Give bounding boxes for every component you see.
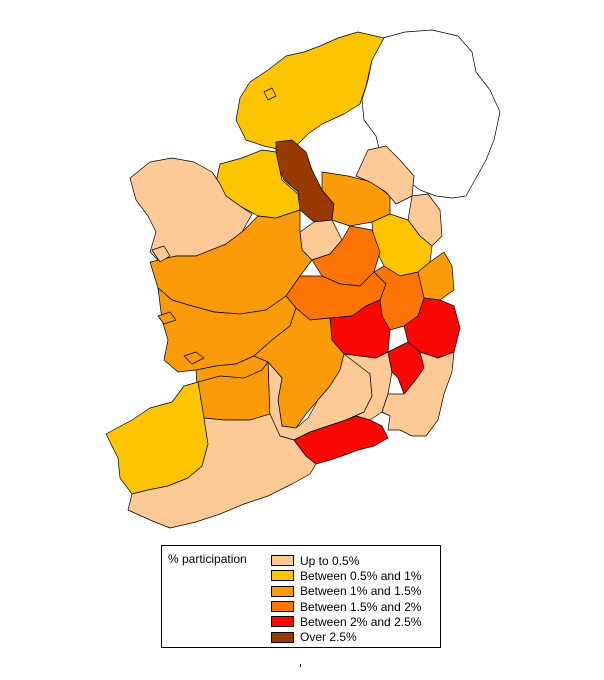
region-monaghan: [355, 145, 415, 205]
region-wexford: [381, 351, 455, 437]
legend-item: Between 1% and 1.5%: [271, 584, 421, 599]
region-aran-islands: [183, 351, 205, 365]
legend-title: % participation: [168, 552, 247, 566]
legend-label: Between 1% and 1.5%: [300, 584, 422, 599]
region-donegal: [235, 31, 385, 151]
legend-swatch: [271, 570, 294, 582]
legend-label: Up to 0.5%: [300, 553, 360, 568]
region-clare-island: [157, 311, 177, 325]
legend-item: Between 2% and 2.5%: [271, 614, 421, 629]
legend-items: Up to 0.5% Between 0.5% and 1% Between 1…: [271, 553, 421, 645]
region-waterford: [293, 415, 389, 465]
legend-item: Over 2.5%: [271, 629, 421, 644]
bottom-tick-mark: [300, 664, 301, 667]
legend-item: Between 1.5% and 2%: [271, 599, 421, 614]
region-tory-island: [263, 87, 277, 101]
legend-label: Between 1.5% and 2%: [300, 599, 422, 614]
legend-swatch: [271, 601, 294, 613]
legend-swatch: [271, 555, 294, 567]
region-cork: [127, 413, 317, 529]
ireland-map: [105, 29, 501, 529]
legend-label: Between 2% and 2.5%: [300, 614, 422, 629]
region-kilkenny: [343, 351, 393, 421]
legend-label: Over 2.5%: [300, 630, 357, 645]
legend: % participation Up to 0.5% Between 0.5% …: [161, 545, 441, 648]
region-northern-ireland: [361, 29, 501, 199]
legend-label: Between 0.5% and 1%: [300, 568, 422, 583]
legend-item: Between 0.5% and 1%: [271, 568, 421, 583]
legend-swatch: [271, 631, 294, 643]
legend-swatch: [271, 585, 294, 597]
legend-swatch: [271, 616, 294, 628]
legend-item: Up to 0.5%: [271, 553, 421, 568]
region-achill-island: [151, 245, 171, 263]
